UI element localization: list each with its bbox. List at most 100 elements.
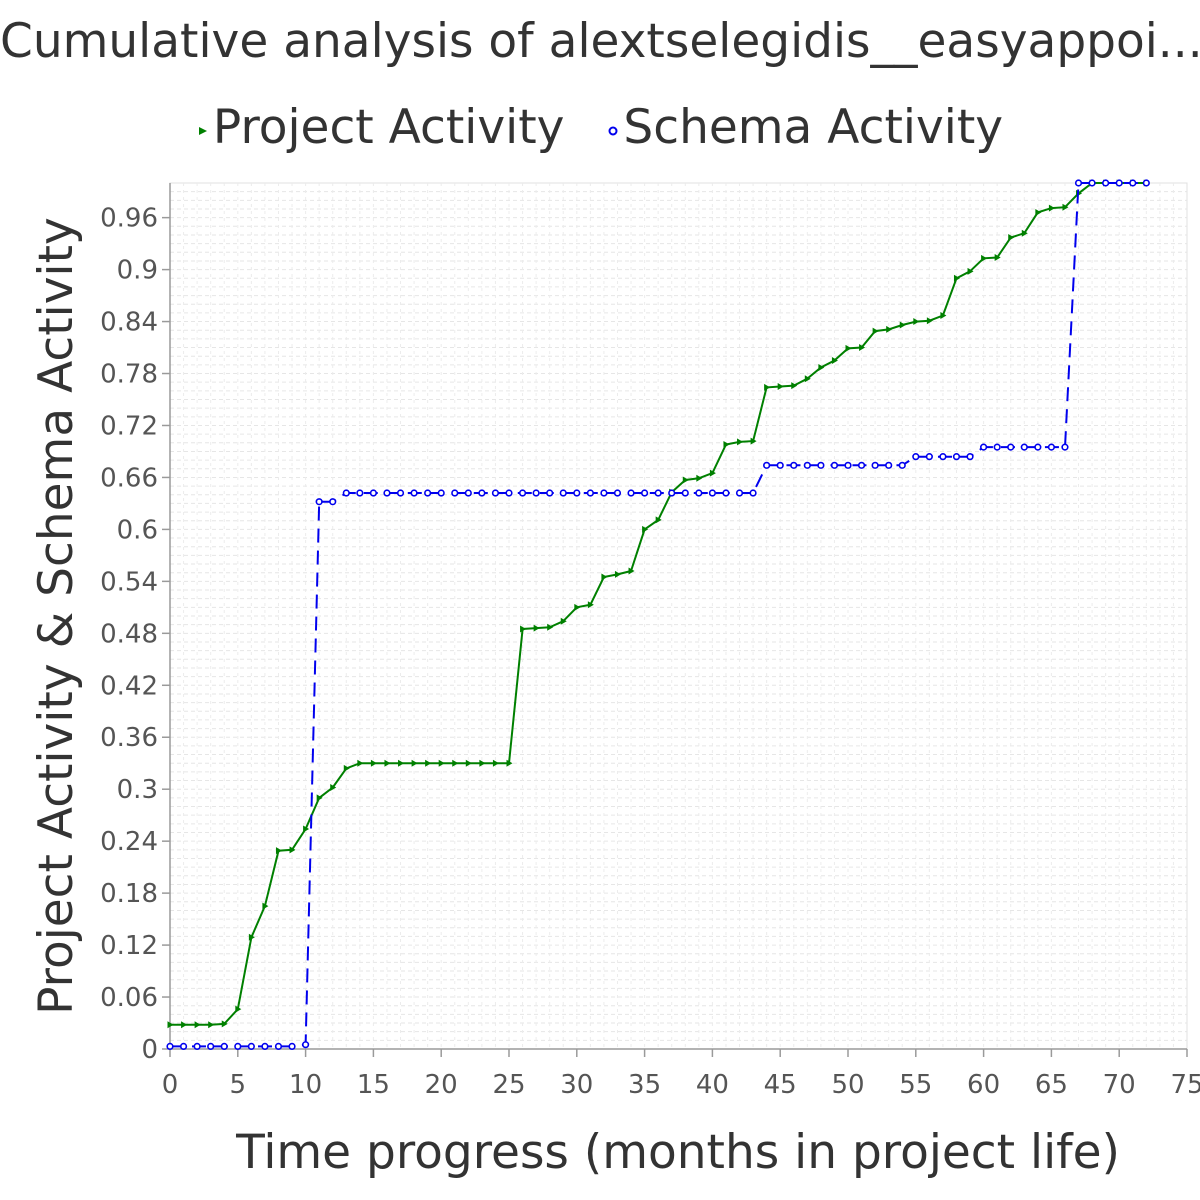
data-point-schema	[939, 453, 947, 461]
data-point-project	[370, 759, 377, 767]
y-tick-label: 0.6	[117, 515, 158, 545]
data-point-schema	[532, 489, 540, 497]
data-point-project	[818, 363, 825, 371]
data-point-project	[479, 759, 486, 767]
data-point-schema	[1061, 443, 1069, 451]
legend: Project Activity Schema Activity	[0, 100, 1200, 155]
legend-item-project-activity: Project Activity	[197, 100, 565, 155]
data-point-schema	[966, 453, 974, 461]
data-point-schema	[491, 489, 500, 497]
legend-label-project-activity: Project Activity	[212, 100, 565, 155]
data-point-project	[601, 573, 608, 581]
data-point-project	[899, 321, 906, 329]
data-point-project	[275, 847, 282, 855]
x-tick-label: 30	[560, 1070, 593, 1100]
data-point-project	[235, 1005, 242, 1013]
data-point-schema	[1129, 179, 1137, 187]
data-point-schema	[288, 1042, 296, 1051]
y-tick-label: 0.06	[100, 983, 158, 1013]
y-tick-label: 0.9	[117, 256, 158, 286]
data-point-schema	[302, 1041, 310, 1049]
grid-layer	[169, 182, 1188, 1050]
data-point-schema	[274, 1042, 283, 1051]
y-tick-label: 0.3	[117, 775, 158, 805]
axes-layer: 0 5 10 15 20 25 30 35 40 45 50 55 60 65 70 75 0 0.06 0.12 0…	[100, 183, 1200, 1100]
data-point-schema	[979, 443, 988, 451]
data-point-project	[587, 601, 594, 609]
x-tick-label: 35	[628, 1070, 661, 1100]
y-tick-label: 0.18	[100, 879, 158, 909]
data-point-schema	[424, 489, 432, 497]
data-point-project	[194, 1021, 201, 1029]
circle-marker-icon	[608, 126, 618, 135]
data-point-project	[1062, 203, 1069, 211]
data-point-project	[1008, 234, 1015, 242]
x-tick-label: 65	[1035, 1070, 1068, 1100]
chart-title: Cumulative analysis of alextselegidis__e…	[0, 14, 1200, 69]
x-tick-label: 55	[899, 1070, 932, 1100]
data-point-schema	[559, 489, 567, 497]
data-point-schema	[830, 461, 839, 469]
data-point-project	[764, 383, 771, 391]
data-point-project	[167, 1021, 174, 1029]
legend-item-schema-activity: Schema Activity	[607, 100, 1003, 155]
data-point-project	[303, 825, 310, 833]
data-point-project	[682, 476, 689, 484]
data-point-project	[492, 759, 499, 767]
data-point-schema	[261, 1042, 269, 1051]
data-point-project	[262, 902, 269, 910]
data-point-schema	[464, 489, 472, 497]
data-point-schema	[1047, 443, 1055, 451]
data-point-schema	[654, 489, 662, 497]
data-point-project	[723, 441, 730, 449]
data-point-project	[465, 759, 472, 767]
data-point-schema	[776, 461, 784, 469]
y-tick-label: 0.84	[100, 308, 158, 338]
data-point-project	[696, 474, 703, 482]
data-point-schema	[844, 461, 852, 469]
data-point-schema	[1142, 179, 1150, 187]
data-point-schema	[885, 461, 893, 469]
y-tick-label: 0.66	[100, 463, 158, 493]
data-point-project	[506, 759, 513, 767]
data-point-schema	[356, 489, 364, 497]
data-point-schema	[573, 489, 581, 497]
data-point-project	[181, 1021, 188, 1029]
data-point-project	[845, 344, 852, 352]
data-point-schema	[478, 489, 486, 497]
data-point-schema	[735, 489, 744, 497]
data-point-project	[804, 375, 811, 383]
x-tick-label: 5	[230, 1070, 247, 1100]
data-point-schema	[708, 489, 717, 497]
data-point-project	[574, 603, 581, 611]
data-point-schema	[857, 461, 866, 469]
data-point-schema	[207, 1042, 215, 1051]
data-point-project	[289, 846, 296, 854]
data-point-project	[709, 469, 716, 477]
x-tick-label: 45	[764, 1070, 797, 1100]
data-point-project	[614, 570, 621, 578]
data-point-project	[628, 567, 635, 575]
data-point-project	[1035, 208, 1042, 216]
data-point-schema	[681, 489, 689, 497]
data-point-project	[248, 933, 255, 941]
data-point-project	[859, 344, 866, 352]
data-point-project	[967, 267, 974, 275]
data-point-project	[940, 311, 947, 319]
data-point-schema	[668, 489, 676, 497]
data-point-schema	[640, 489, 649, 497]
triangle-marker-icon	[198, 126, 207, 135]
data-point-schema	[749, 489, 757, 497]
x-axis-title: Time progress (months in project life)	[235, 1125, 1120, 1180]
data-point-project	[316, 794, 323, 802]
data-point-project	[398, 759, 405, 767]
data-point-project	[994, 253, 1001, 261]
y-axis-title: Project Activity & Schema Activity	[29, 217, 84, 1015]
data-point-project	[384, 759, 391, 767]
y-tick-label: 0.78	[100, 360, 158, 390]
data-point-schema	[234, 1042, 242, 1051]
data-point-project	[981, 254, 988, 262]
data-point-schema	[546, 489, 554, 497]
x-tick-label: 50	[831, 1070, 864, 1100]
y-tick-label: 0.54	[100, 567, 158, 597]
